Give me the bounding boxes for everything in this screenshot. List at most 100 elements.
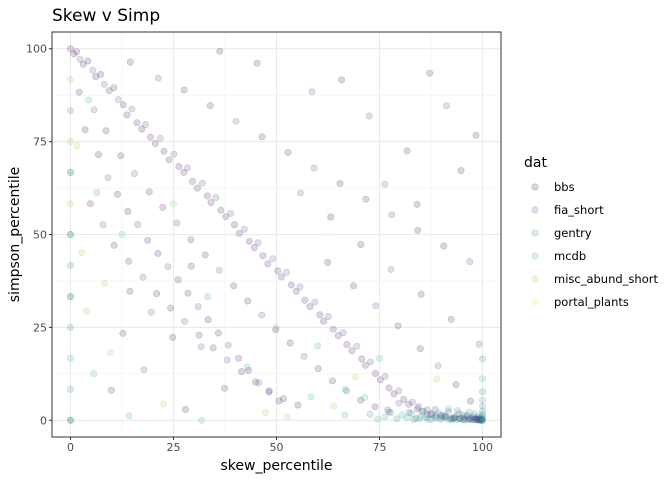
data-point-bbs bbox=[204, 316, 212, 324]
data-point-gentry bbox=[67, 293, 75, 301]
data-point-fia_short bbox=[140, 366, 148, 374]
data-point-bbs bbox=[160, 147, 168, 155]
data-point-fia_short bbox=[227, 209, 235, 217]
data-point-mcdb bbox=[457, 415, 465, 423]
data-point-fia_short bbox=[431, 405, 439, 413]
y-tick-label: 75 bbox=[33, 136, 47, 149]
data-point-bbs bbox=[265, 388, 273, 396]
data-point-fia_short bbox=[405, 408, 413, 416]
data-point-mcdb bbox=[448, 415, 456, 423]
data-point-mcdb bbox=[468, 414, 476, 422]
data-point-bbs bbox=[133, 119, 141, 127]
data-point-bbs bbox=[105, 87, 113, 95]
data-point-bbs bbox=[214, 329, 222, 337]
data-points bbox=[67, 45, 486, 424]
data-point-gentry bbox=[67, 231, 75, 239]
data-point-fia_short bbox=[296, 189, 304, 197]
legend-key-fia_short bbox=[531, 206, 539, 214]
data-point-gentry bbox=[67, 107, 75, 115]
data-point-bbs bbox=[184, 289, 192, 297]
data-point-bbs bbox=[169, 333, 177, 341]
data-point-bbs bbox=[272, 326, 280, 334]
data-point-gentry bbox=[478, 410, 486, 418]
data-point-fia_short bbox=[258, 311, 266, 319]
data-point-misc_abund_short bbox=[261, 408, 269, 416]
data-point-gentry bbox=[478, 416, 486, 424]
data-point-bbs bbox=[107, 386, 115, 394]
data-point-bbs bbox=[294, 401, 302, 409]
data-point-mcdb bbox=[465, 408, 473, 416]
data-point-fia_short bbox=[450, 414, 458, 422]
data-point-bbs bbox=[138, 125, 146, 133]
data-point-bbs bbox=[418, 407, 426, 415]
data-point-fia_short bbox=[408, 398, 416, 406]
data-point-misc_abund_short bbox=[83, 307, 91, 315]
data-point-bbs bbox=[238, 368, 246, 376]
data-point-gentry bbox=[478, 416, 486, 424]
x-tick-label: 75 bbox=[372, 441, 386, 454]
data-point-bbs bbox=[301, 296, 309, 304]
legend-key-portal_plants bbox=[531, 298, 539, 306]
data-point-fia_short bbox=[353, 342, 361, 350]
data-point-bbs bbox=[244, 297, 252, 305]
data-point-bbs bbox=[182, 405, 190, 413]
data-point-fia_short bbox=[265, 387, 273, 395]
data-point-gentry bbox=[67, 323, 75, 331]
data-point-fia_short bbox=[164, 263, 172, 271]
data-point-mcdb bbox=[467, 415, 475, 423]
data-point-mcdb bbox=[434, 409, 442, 417]
data-point-bbs bbox=[356, 396, 364, 404]
data-point-bbs bbox=[394, 322, 402, 330]
data-point-bbs bbox=[245, 366, 253, 374]
y-axis-ticks: 0 25 50 75 100 bbox=[26, 43, 52, 427]
data-point-fia_short bbox=[142, 121, 150, 129]
data-point-fia_short bbox=[465, 415, 473, 423]
data-point-bbs bbox=[144, 236, 152, 244]
data-point-mcdb bbox=[375, 354, 383, 362]
data-point-mcdb bbox=[314, 342, 322, 350]
data-point-bbs bbox=[287, 281, 295, 289]
data-point-mcdb bbox=[398, 411, 406, 419]
data-point-bbs bbox=[405, 400, 413, 408]
data-point-fia_short bbox=[434, 362, 442, 370]
data-point-mcdb bbox=[408, 409, 416, 417]
data-point-bbs bbox=[187, 236, 195, 244]
data-point-fia_short bbox=[99, 221, 107, 229]
data-point-mcdb bbox=[67, 293, 75, 301]
data-point-bbs bbox=[457, 167, 465, 175]
data-point-bbs bbox=[455, 415, 463, 423]
data-point-mcdb bbox=[474, 415, 482, 423]
data-point-mcdb bbox=[387, 408, 395, 416]
data-point-gentry bbox=[478, 402, 486, 410]
data-point-fia_short bbox=[300, 352, 308, 360]
data-point-misc_abund_short bbox=[352, 373, 360, 381]
data-point-bbs bbox=[403, 147, 411, 155]
data-point-misc_abund_short bbox=[67, 138, 75, 146]
data-point-fia_short bbox=[224, 341, 232, 349]
data-point-gentry bbox=[67, 168, 75, 176]
data-point-fia_short bbox=[282, 268, 290, 276]
data-point-fia_short bbox=[269, 255, 277, 263]
data-point-bbs bbox=[187, 262, 195, 270]
data-point-mcdb bbox=[459, 411, 467, 419]
data-point-bbs bbox=[376, 376, 384, 384]
data-point-fia_short bbox=[469, 413, 477, 421]
data-point-bbs bbox=[67, 45, 75, 53]
y-tick-label: 0 bbox=[40, 414, 47, 427]
data-point-fia_short bbox=[223, 356, 231, 364]
y-tick-label: 25 bbox=[33, 321, 47, 334]
data-point-gentry bbox=[366, 410, 374, 418]
data-point-fia_short bbox=[471, 415, 479, 423]
data-point-gentry bbox=[410, 415, 418, 423]
data-point-bbs bbox=[195, 331, 203, 339]
data-point-misc_abund_short bbox=[433, 375, 441, 383]
data-point-gentry bbox=[478, 414, 486, 422]
data-point-fia_short bbox=[194, 303, 202, 311]
data-point-mcdb bbox=[85, 96, 93, 104]
data-point-fia_short bbox=[388, 211, 396, 219]
data-point-bbs bbox=[400, 395, 408, 403]
data-point-gentry bbox=[464, 415, 472, 423]
data-point-bbs bbox=[175, 163, 183, 171]
data-point-bbs bbox=[110, 84, 118, 92]
data-point-mcdb bbox=[204, 293, 212, 301]
